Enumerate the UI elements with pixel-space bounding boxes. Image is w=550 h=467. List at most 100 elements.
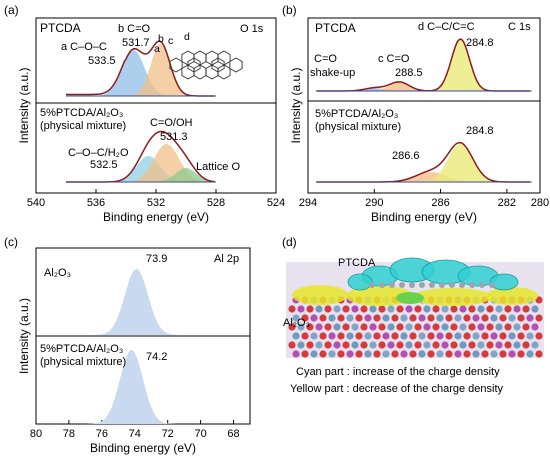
slab-atom bbox=[328, 314, 336, 322]
ptcda-atom-label: b bbox=[158, 33, 164, 45]
slab-atom bbox=[486, 341, 494, 349]
panel-b-tag: C 1s bbox=[508, 21, 531, 33]
panel-b-top-peak-d bbox=[316, 39, 531, 91]
yellow-density bbox=[292, 285, 348, 305]
yellow-density bbox=[486, 287, 538, 305]
panel-a-top-peak-b-label: b C=O bbox=[118, 23, 151, 35]
slab-atom bbox=[364, 314, 372, 322]
slab-atom bbox=[400, 332, 408, 340]
panel-c-x-axis-label: Binding energy (eV) bbox=[90, 441, 196, 455]
panel-c-x-tick-label: 72 bbox=[162, 428, 174, 440]
panel-c-x-tick-label: 76 bbox=[96, 428, 108, 440]
panel-b-top-sample: PTCDA bbox=[315, 21, 356, 35]
slab-atom bbox=[409, 350, 417, 358]
panel-a-bottom-sample-1: 5%PTCDA/Al₂O₃ bbox=[40, 107, 123, 119]
panel-b-bottom-peak-2 bbox=[316, 144, 531, 182]
slab-atom bbox=[373, 332, 381, 340]
ptcda-atom bbox=[439, 282, 445, 288]
slab-atom bbox=[333, 323, 341, 331]
slab-atom bbox=[486, 323, 494, 331]
ptcda-atom bbox=[389, 282, 395, 288]
slab-atom bbox=[495, 341, 503, 349]
slab-atom bbox=[513, 341, 521, 349]
panel-a-x-tick-label: 524 bbox=[267, 197, 285, 209]
panel-b-bottom-value-1: 286.6 bbox=[392, 150, 420, 162]
slab-atom bbox=[360, 323, 368, 331]
panel-d-illustration bbox=[286, 257, 544, 358]
slab-atom bbox=[387, 305, 395, 313]
slab-atom bbox=[301, 332, 309, 340]
slab-atom bbox=[481, 332, 489, 340]
slab-atom bbox=[535, 314, 543, 322]
ptcda-ring bbox=[211, 57, 225, 73]
slab-atom bbox=[364, 350, 372, 358]
slab-atom bbox=[382, 350, 390, 358]
slab-atom bbox=[418, 314, 426, 322]
slab-atom bbox=[490, 332, 498, 340]
slab-atom bbox=[382, 332, 390, 340]
slab-atom bbox=[355, 332, 363, 340]
panel-c-x-tick-label: 70 bbox=[194, 428, 206, 440]
panel-a-top-envelope bbox=[66, 40, 215, 97]
panel-b-top-value-c: 288.5 bbox=[395, 67, 423, 79]
panel-c-y-axis-label: Intensity (a.u.) bbox=[17, 298, 31, 374]
ptcda-atom bbox=[449, 282, 455, 288]
panel-b-top-peak-c bbox=[316, 82, 531, 91]
slab-atom bbox=[432, 341, 440, 349]
slab-atom bbox=[495, 323, 503, 331]
slab-atom bbox=[531, 323, 539, 331]
slab-atom bbox=[337, 350, 345, 358]
yellow-density bbox=[346, 286, 414, 306]
panel-c-bottom-sample-1: 5%PTCDA/Al₂O₃ bbox=[40, 343, 123, 355]
slab-atom bbox=[522, 323, 530, 331]
slab-atom bbox=[468, 323, 476, 331]
panel-a-x-tick-label: 536 bbox=[87, 197, 105, 209]
panel-a-tag: O 1s bbox=[240, 23, 264, 35]
slab-atom bbox=[414, 341, 422, 349]
slab-atom bbox=[360, 341, 368, 349]
slab-atom bbox=[319, 314, 327, 322]
panel-d-al2o3-label: Al₂O₃ bbox=[283, 317, 310, 329]
panel-b-bottom-sample-2: (physical mixture) bbox=[315, 121, 401, 133]
panel-label-c: (c) bbox=[4, 235, 18, 249]
panel-b-x-tick-label: 294 bbox=[299, 197, 317, 209]
panel-a-bottom-value-2: 531.3 bbox=[160, 131, 188, 143]
slab-atom bbox=[522, 305, 530, 313]
panel-a-bottom-sample-2: (physical mixture) bbox=[40, 120, 126, 132]
slab-atom bbox=[405, 341, 413, 349]
panel-c-top-peak bbox=[44, 269, 242, 335]
slab-atom bbox=[504, 323, 512, 331]
ptcda-atom bbox=[489, 282, 495, 288]
panel-c-top-value: 73.9 bbox=[146, 253, 167, 265]
slab-atom bbox=[522, 341, 530, 349]
panel-label-b: (b) bbox=[282, 3, 297, 17]
slab-atom bbox=[414, 323, 422, 331]
panel-c-bottom-peak bbox=[44, 350, 242, 424]
slab-atom bbox=[477, 323, 485, 331]
slab-atom bbox=[301, 314, 309, 322]
slab-atom bbox=[369, 341, 377, 349]
slab-atom bbox=[441, 323, 449, 331]
cyan-density bbox=[347, 273, 373, 291]
slab-atom bbox=[387, 323, 395, 331]
slab-atom bbox=[346, 350, 354, 358]
ptcda-atom-label: a bbox=[154, 43, 160, 55]
cyan-density bbox=[489, 273, 519, 291]
panel-c-x-tick-label: 68 bbox=[227, 428, 239, 440]
panel-c-tag: Al 2p bbox=[214, 253, 239, 265]
panel-c-bottom-sample-2: (physical mixture) bbox=[40, 356, 126, 368]
slab-atom bbox=[342, 305, 350, 313]
ptcda-atom-label: c bbox=[168, 35, 173, 47]
yellow-density bbox=[412, 288, 492, 306]
slab-atom bbox=[504, 341, 512, 349]
slab-atom bbox=[292, 350, 300, 358]
ptcda-structure: ab c d bbox=[154, 31, 243, 80]
slab-atom bbox=[315, 323, 323, 331]
slab-atom bbox=[319, 332, 327, 340]
slab-atom bbox=[288, 323, 296, 331]
slab-atom bbox=[517, 332, 525, 340]
slab-atom bbox=[378, 341, 386, 349]
slab-atom bbox=[342, 323, 350, 331]
